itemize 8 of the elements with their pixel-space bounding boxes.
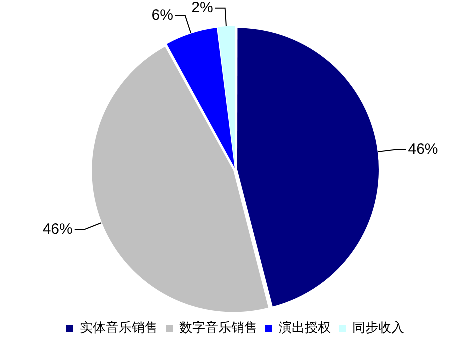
legend-label: 演出授权 <box>279 320 331 336</box>
data-label: 46% <box>42 220 73 238</box>
legend-label: 数字音乐销售 <box>180 320 258 336</box>
legend-label: 实体音乐销售 <box>80 320 158 336</box>
data-label: 46% <box>408 140 438 158</box>
data-label: 6% <box>152 7 174 24</box>
legend-label: 同步收入 <box>352 320 404 336</box>
data-label: 2% <box>192 0 214 16</box>
